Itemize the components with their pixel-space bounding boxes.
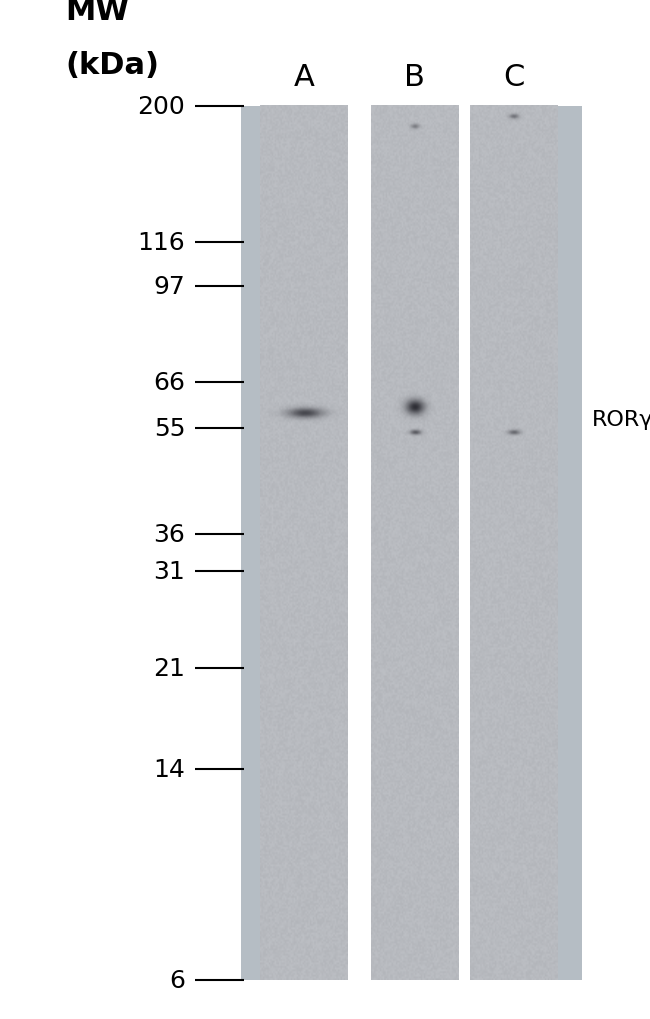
Text: (kDa): (kDa) [65, 51, 159, 79]
Text: 36: 36 [153, 522, 185, 546]
Bar [348, 107, 370, 980]
Text: 21: 21 [153, 656, 185, 681]
Text: 200: 200 [138, 95, 185, 119]
Text: 14: 14 [153, 757, 185, 782]
Text: A: A [294, 63, 315, 92]
Text: C: C [503, 63, 524, 92]
Text: B: B [404, 63, 425, 92]
Text: 31: 31 [153, 559, 185, 583]
Text: 6: 6 [169, 968, 185, 993]
Bar [459, 107, 469, 980]
Bar [240, 107, 582, 980]
Text: RORγ: RORγ [592, 410, 650, 430]
Text: 97: 97 [153, 275, 185, 300]
Text: 55: 55 [154, 417, 185, 440]
Text: MW: MW [65, 0, 129, 25]
Text: 116: 116 [138, 230, 185, 255]
Text: 66: 66 [153, 371, 185, 395]
